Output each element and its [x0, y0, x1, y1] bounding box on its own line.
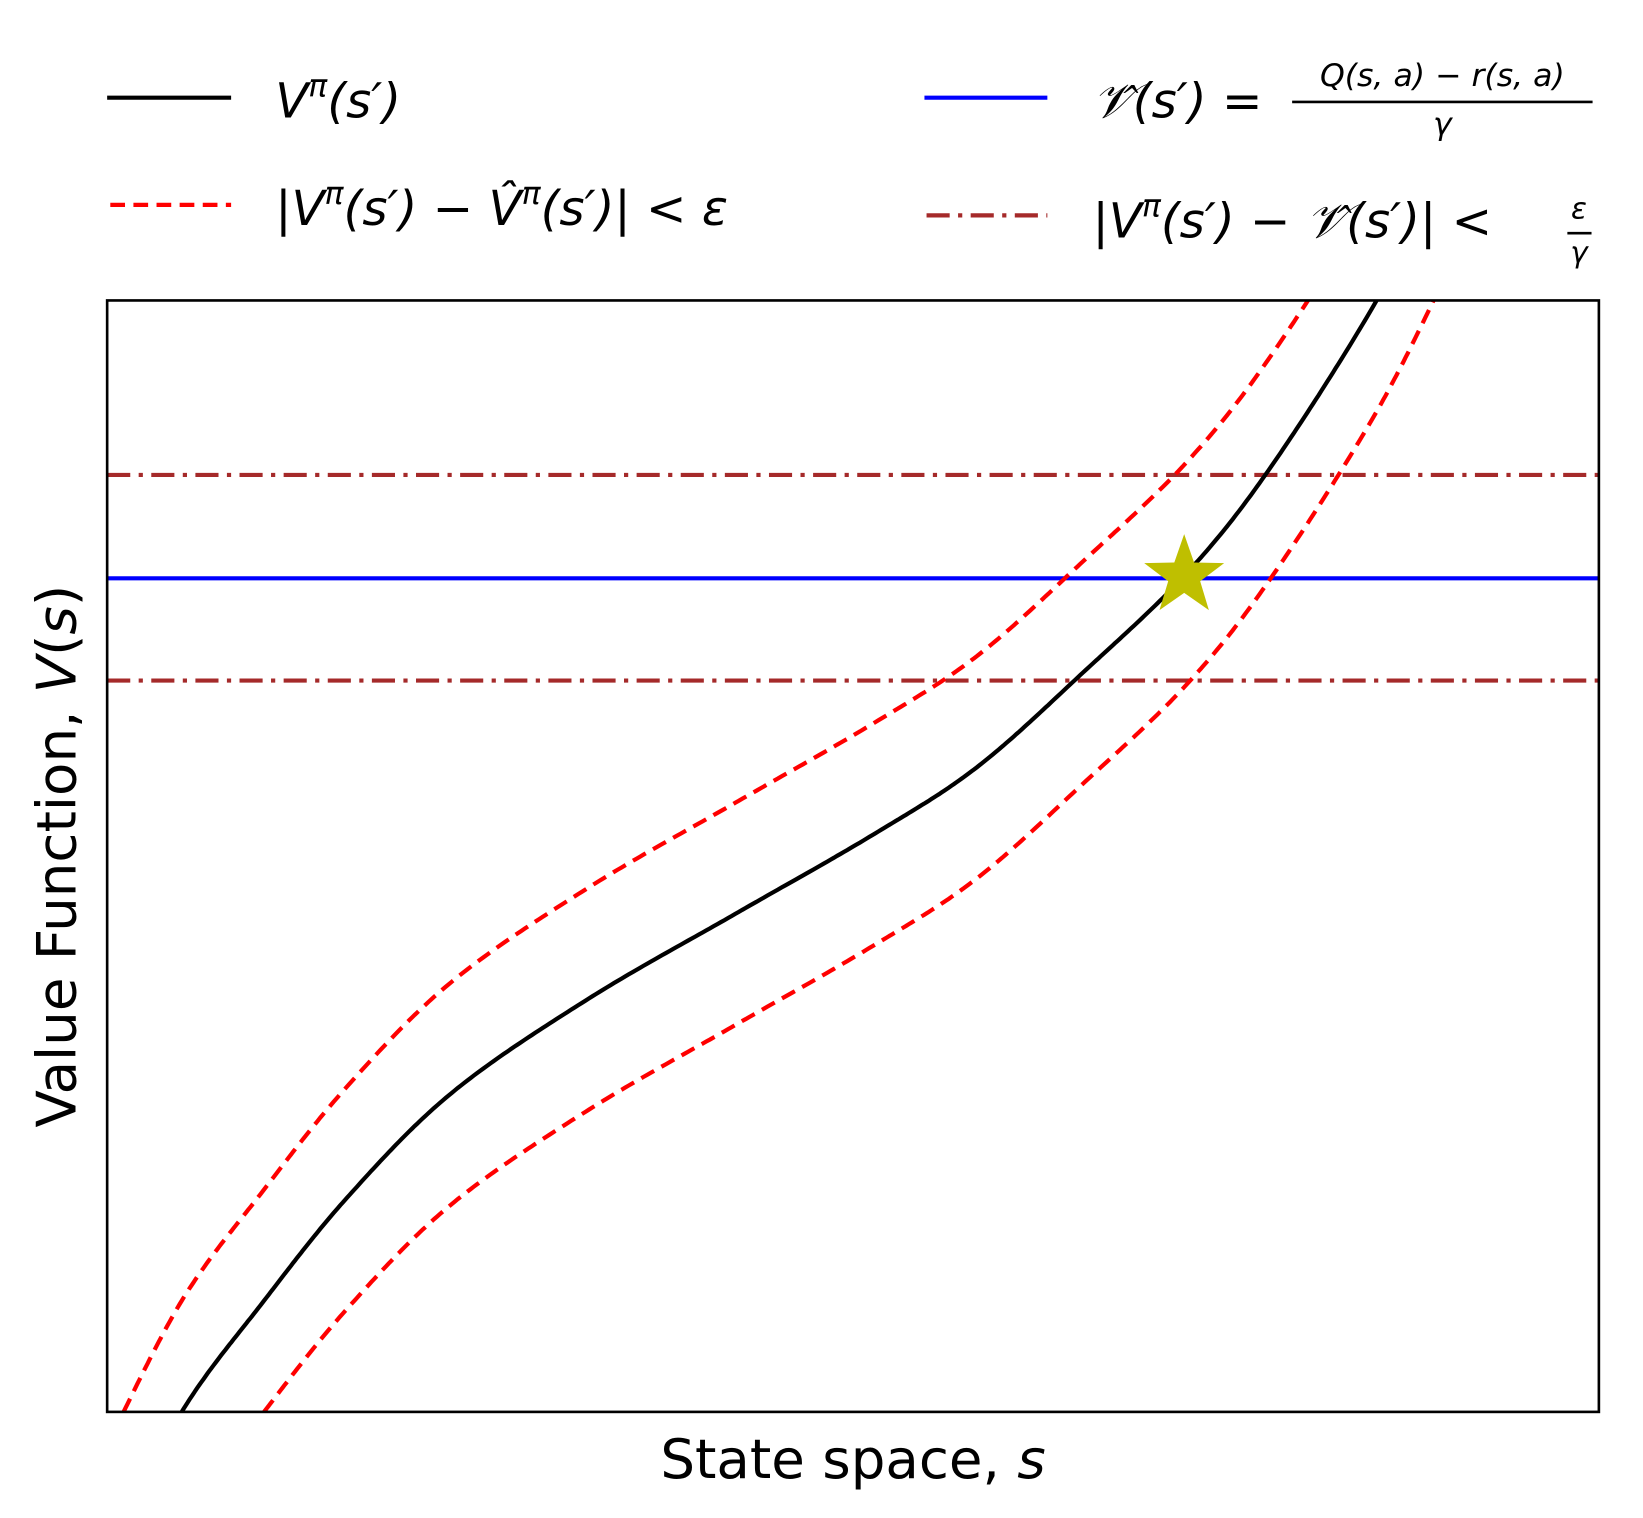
legend-label-script-v-hat-numerator: Q(s, a) − r(s, a) [1320, 58, 1565, 94]
x-axis-label: State space, s [660, 1427, 1045, 1491]
y-axis-label: Value Function, V(s) [25, 585, 89, 1128]
legend-label-v-pi: Vπ(s′) [275, 69, 401, 130]
axes-frame [105, 299, 1601, 1414]
plot-area [107, 299, 1599, 1414]
legend-label-script-v-band-numerator: ε [1571, 192, 1587, 226]
upper-epsilon-band-curve [121, 299, 1310, 1413]
lower-epsilon-band-curve [262, 299, 1436, 1414]
v-pi-curve [179, 299, 1379, 1413]
legend-label-script-v-band: |Vπ(s′) − 𝒱̂(s′)| < [1093, 188, 1493, 249]
legend: Vπ(s′) |Vπ(s′) − V̂π(s′)| < ε 𝒱̂(s′) = Q… [107, 58, 1593, 270]
star-marker [1144, 534, 1225, 611]
legend-label-script-v-hat: 𝒱̂(s′) = [1093, 74, 1263, 130]
legend-label-v-hat-band: |Vπ(s′) − V̂π(s′)| < ε [275, 176, 728, 237]
legend-label-script-v-band-denominator: γ [1570, 236, 1589, 270]
legend-label-script-v-hat-denominator: γ [1433, 106, 1454, 142]
